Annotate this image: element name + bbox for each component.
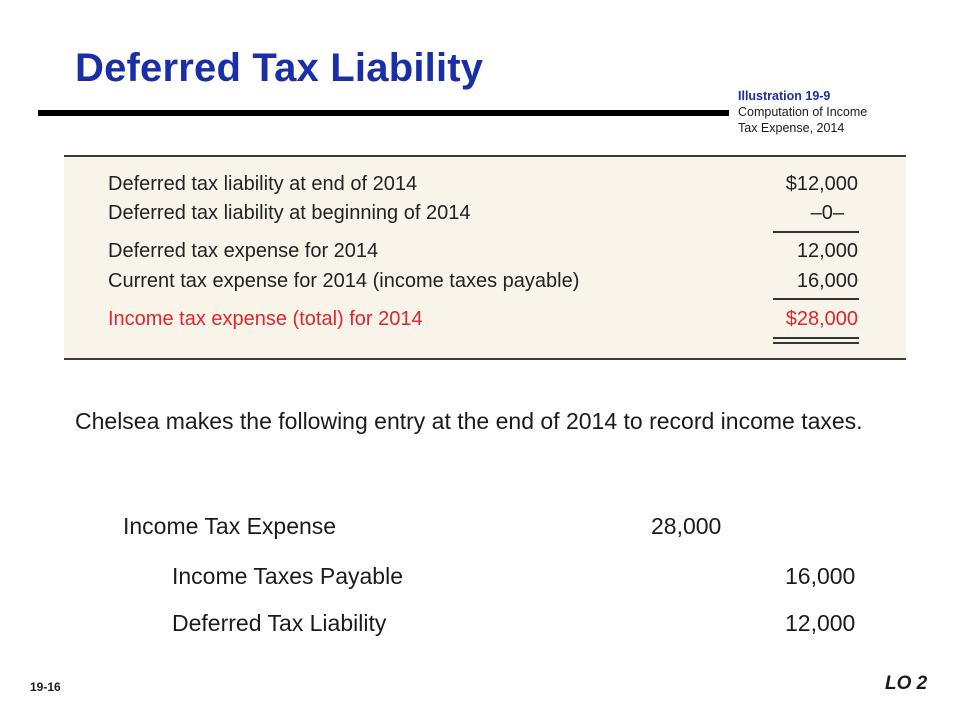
illustration-caption: Illustration 19-9 Computation of Income … bbox=[738, 88, 867, 136]
row-label: Deferred tax liability at beginning of 2… bbox=[108, 202, 471, 224]
learning-objective-label: LO 2 bbox=[885, 673, 928, 694]
subtotal-rule bbox=[773, 231, 859, 233]
row-label: Deferred tax expense for 2014 bbox=[108, 240, 379, 262]
total-rule bbox=[773, 298, 859, 300]
slide-title: Deferred Tax Liability bbox=[75, 46, 484, 90]
row-amount: $28,000 bbox=[785, 308, 858, 330]
row-amount: –0– bbox=[810, 202, 844, 224]
row-label: Deferred tax liability at end of 2014 bbox=[108, 173, 418, 195]
row-amount: $12,000 bbox=[785, 173, 858, 195]
credit-amount: 16,000 bbox=[785, 563, 856, 589]
title-underline bbox=[38, 110, 729, 116]
row-amount: 16,000 bbox=[796, 270, 858, 292]
computation-panel: Deferred tax liability at end of 2014 $1… bbox=[64, 155, 906, 360]
illustration-heading: Illustration 19-9 bbox=[738, 89, 831, 103]
row-amount: 12,000 bbox=[796, 240, 858, 262]
row-label: Current tax expense for 2014 (income tax… bbox=[108, 270, 580, 292]
credit-account: Income Taxes Payable bbox=[172, 563, 403, 589]
debit-account: Income Tax Expense bbox=[123, 513, 337, 539]
page-number: 19-16 bbox=[30, 680, 61, 694]
double-underline-bottom bbox=[773, 342, 859, 344]
narrative-text: Chelsea makes the following entry at the… bbox=[75, 408, 863, 434]
credit-account: Deferred Tax Liability bbox=[172, 610, 387, 636]
illustration-caption-line2: Tax Expense, 2014 bbox=[738, 121, 845, 135]
illustration-caption-line1: Computation of Income bbox=[738, 105, 868, 119]
row-label: Income tax expense (total) for 2014 bbox=[108, 308, 423, 330]
credit-amount: 12,000 bbox=[785, 610, 856, 636]
debit-amount: 28,000 bbox=[651, 513, 722, 539]
double-underline-top bbox=[773, 337, 859, 339]
